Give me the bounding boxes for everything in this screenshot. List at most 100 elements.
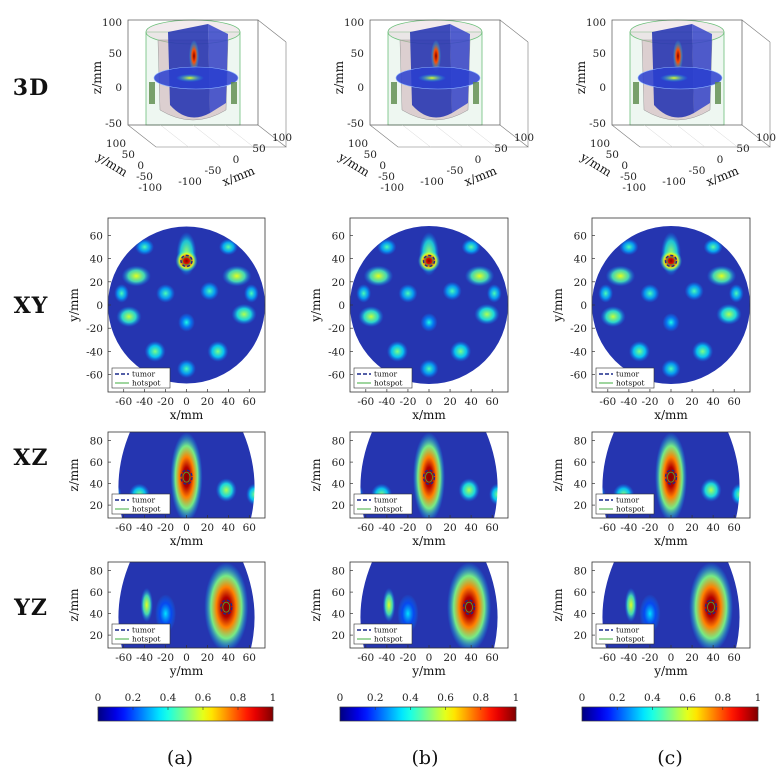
- x-tick-label: -40: [378, 396, 395, 408]
- x-tick-label: 40: [464, 396, 477, 408]
- field-disk: [108, 226, 265, 384]
- hotspot-contour: [666, 256, 676, 266]
- y-axis-label: y/mm: [309, 288, 323, 323]
- colorbar-tick-label: 0.8: [714, 692, 731, 704]
- field-spot: [598, 284, 614, 303]
- y-tick-label: 0: [379, 160, 386, 172]
- hotspot-contour: [465, 601, 473, 613]
- x-tick-label: -20: [157, 652, 174, 664]
- field-blobs: [114, 231, 259, 379]
- slice-xy-hotspot: [660, 74, 688, 82]
- legend-hotspot-label: hotspot: [374, 505, 403, 514]
- field-spot: [474, 303, 500, 325]
- x-tick-label: -100: [420, 176, 444, 188]
- field-spot: [386, 340, 408, 362]
- hotspot-core: [175, 249, 198, 272]
- z-tick-label: 0: [357, 82, 364, 94]
- y-tick-label: -50: [378, 171, 395, 183]
- z-axis-label: z/mm: [574, 60, 588, 94]
- x-tick-label: -50: [689, 165, 706, 177]
- z-tick-label: 100: [102, 17, 122, 29]
- x-tick-label: -20: [641, 652, 658, 664]
- hotspot-contour: [182, 471, 191, 483]
- z-tick-label: 50: [351, 48, 364, 60]
- legend-hotspot-label: hotspot: [132, 635, 161, 644]
- field-spot: [628, 340, 650, 362]
- y-tick-label: 60: [332, 587, 345, 599]
- x-tick-label: -60: [357, 522, 374, 534]
- y-tick-label: 100: [348, 138, 368, 150]
- x-tick-label: -20: [157, 522, 174, 534]
- field-spot: [600, 306, 626, 328]
- x-tick-label: 100: [514, 132, 534, 144]
- field-spot: [178, 313, 195, 332]
- field-spot: [358, 306, 384, 328]
- y-tick-label: 20: [332, 500, 345, 512]
- z-axis-label: z/mm: [332, 60, 346, 94]
- field-blobs: [624, 562, 734, 648]
- legend-tumor-label: tumor: [374, 496, 397, 505]
- legend-hotspot-label: hotspot: [374, 379, 403, 388]
- z-tick-label: -50: [347, 118, 364, 130]
- colorbar-gradient: [339, 706, 517, 722]
- field-spot: [442, 281, 462, 301]
- y-axis-label: z/mm: [309, 458, 323, 492]
- x-tick-label: -40: [378, 522, 395, 534]
- boundary-right: [243, 432, 265, 518]
- field-spot: [397, 594, 419, 633]
- boundary-right: [728, 432, 750, 518]
- colorbar-b: 0 0.2 0.4 0.6 0.8 1: [337, 692, 519, 722]
- field-spot: [140, 587, 154, 623]
- x-tick-label: 0: [668, 522, 675, 534]
- legend-tumor-label: tumor: [132, 626, 155, 635]
- colorbar-tick-label: 0.8: [230, 692, 247, 704]
- y-tick-label: 50: [364, 149, 377, 161]
- y-tick-label: 0: [137, 160, 144, 172]
- floor-grid: [644, 124, 673, 148]
- bounding-box-edge: [257, 19, 287, 43]
- x-axis-label: x/mm: [170, 534, 204, 548]
- y-tick-label: 40: [574, 609, 587, 621]
- y-tick-label: 40: [574, 254, 587, 266]
- x-tick-label: 0: [233, 154, 240, 166]
- field-spot: [207, 340, 229, 362]
- field-spot: [639, 594, 661, 633]
- x-tick-label: 40: [706, 522, 719, 534]
- x-tick-label: -100: [178, 176, 202, 188]
- x-tick-label: -60: [115, 396, 132, 408]
- y-tick-label: -100: [380, 182, 404, 194]
- y-tick-label: 80: [90, 436, 103, 448]
- panel-3d-a: 100500-50z/mm100500-50-100y/mm-100-50050…: [90, 17, 292, 194]
- floor-grid: [192, 124, 222, 148]
- y-tick-label: 40: [332, 609, 345, 621]
- x-tick-label: 60: [728, 652, 741, 664]
- x-tick-label: -40: [136, 522, 153, 534]
- antenna-0: [391, 82, 397, 104]
- colorbar-tick-label: 0.6: [195, 692, 212, 704]
- y-tick-label: 20: [574, 630, 587, 642]
- x-tick-label: -100: [662, 176, 686, 188]
- field-spot: [662, 313, 680, 332]
- y-tick-label: 40: [332, 479, 345, 491]
- field-spot: [177, 359, 196, 379]
- field-spot: [619, 238, 639, 256]
- x-tick-label: 60: [486, 522, 499, 534]
- x-tick-label: -20: [157, 396, 174, 408]
- antenna-1: [473, 82, 479, 104]
- legend-hotspot-label: hotspot: [132, 379, 161, 388]
- y-tick-label: 20: [332, 277, 345, 289]
- floor-grid: [402, 124, 431, 148]
- y-tick-label: 20: [90, 277, 103, 289]
- hotspot-contour: [222, 601, 231, 613]
- legend-hotspot-label: hotspot: [616, 505, 645, 514]
- legend-tumor-label: tumor: [132, 370, 155, 379]
- field-spot: [605, 265, 636, 287]
- y-tick-label: 80: [332, 436, 345, 448]
- colorbar-tick-label: 0.6: [679, 692, 696, 704]
- legend-hotspot-label: hotspot: [616, 379, 645, 388]
- y-axis-label: z/mm: [551, 458, 565, 492]
- floor-grid: [467, 124, 496, 148]
